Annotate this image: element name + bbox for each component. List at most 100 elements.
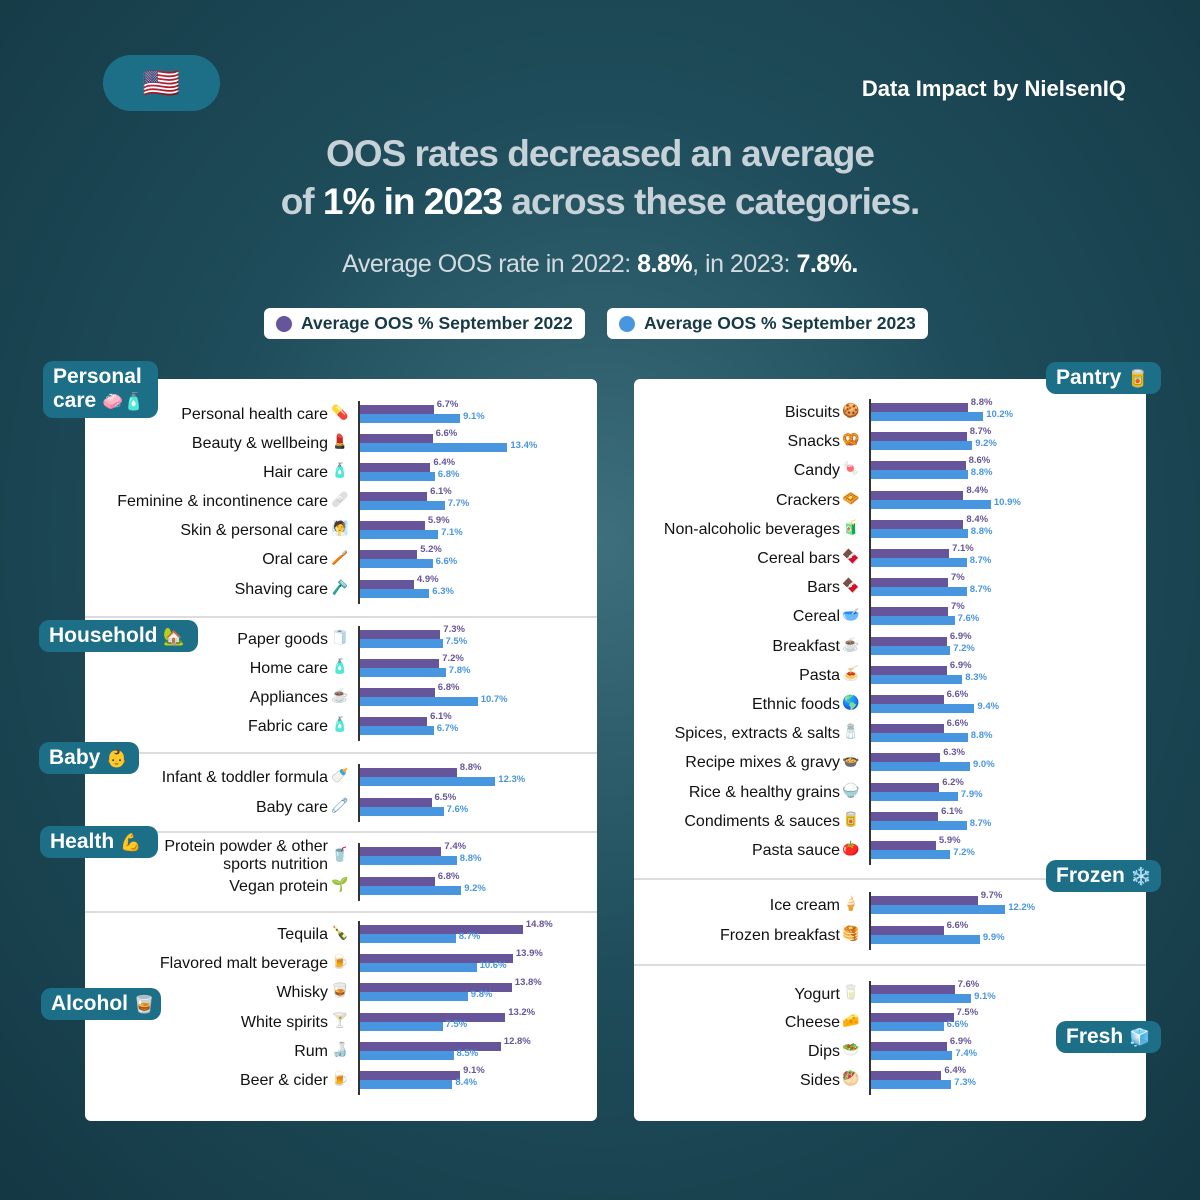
bar-2022-label: 9.7% — [980, 890, 1003, 901]
bar-2023 — [871, 905, 1006, 914]
bar-2023 — [871, 587, 967, 597]
title-line-2: of 1% in 2023 across these categories. — [0, 178, 1200, 226]
bar-2023 — [360, 668, 446, 677]
bar-2023 — [360, 777, 496, 786]
bar-2022 — [871, 549, 950, 558]
bar-2022-label: 13.9% — [515, 948, 543, 959]
category-label: Whisky — [276, 984, 328, 1001]
category-icon: 🧃 — [842, 518, 860, 535]
bar-2023-label: 6.8% — [437, 469, 460, 480]
section-tag-label: Baby — [49, 746, 107, 769]
section-tag-fresh: Fresh 🧊 — [1056, 1021, 1161, 1053]
bar-2022-label: 4.9% — [416, 574, 439, 585]
bar-2022 — [360, 521, 425, 530]
section-divider — [85, 616, 597, 618]
bar-2022-label: 12.8% — [503, 1036, 531, 1047]
axis-line — [358, 401, 360, 604]
bar-2023-label: 12.2% — [1008, 902, 1036, 913]
category-icon: 🍬 — [842, 460, 860, 477]
bar-2022 — [871, 985, 955, 994]
bar-2023-label: 8.4% — [455, 1077, 478, 1088]
bar-2022-label: 6.2% — [942, 776, 964, 788]
bar-row: Flavored malt beverage 🍺 13.9% 10.6% — [85, 949, 597, 979]
bar-2022 — [871, 403, 968, 412]
legend-label-2022: Average OOS % September 2022 — [301, 313, 573, 333]
bar-2023-label: 10.7% — [480, 694, 508, 705]
bar-2023-label: 7.1% — [441, 527, 463, 538]
bar-2022-label: 13.2% — [508, 1007, 536, 1018]
bar-2023-label: 8.7% — [969, 584, 992, 596]
axis-line — [869, 981, 871, 1095]
category-label: Fabric care — [247, 718, 328, 735]
axis-line — [358, 626, 360, 741]
bar-2022-label: 7% — [951, 572, 965, 584]
category-label: Infant & toddler formula — [161, 769, 328, 786]
category-label: Biscuits — [784, 404, 840, 421]
bar-2022 — [360, 580, 414, 589]
category-icon: 🍺 — [331, 1070, 349, 1086]
section-divider — [85, 831, 597, 833]
bar-row: Shaving care 🪒 4.9% 6.3% — [85, 575, 597, 605]
category-icon: ☕ — [331, 687, 349, 703]
bar-2023-label: 8.8% — [459, 853, 482, 864]
category-label: Cereal — [792, 608, 840, 626]
bar-2022-label: 6.6% — [946, 920, 969, 931]
axis-line — [358, 843, 360, 901]
bar-2022 — [871, 665, 947, 675]
bar-2022-label: 7.3% — [443, 624, 465, 635]
bar-row: Sides 🥙 6.4% 7.3% — [634, 1066, 1146, 1096]
bar-2022-label: 8.4% — [966, 484, 989, 496]
bar-2022 — [871, 432, 967, 442]
bar-2022 — [871, 753, 941, 763]
bar-2023-label: 9.9% — [982, 932, 1005, 943]
left-chart-panel: Personal health care 💊 6.7% 9.1% Beauty & we… — [85, 379, 597, 1121]
category-label: Frozen breakfast — [719, 927, 840, 944]
bar-2022-label: 9.1% — [463, 1065, 485, 1076]
bar-2023-label: 7.5% — [445, 1019, 468, 1030]
bar-2022 — [360, 1013, 506, 1022]
bar-2022-label: 6.9% — [949, 659, 972, 671]
category-label: Tequila — [277, 926, 328, 943]
bar-2022-label: 8.8% — [970, 397, 993, 408]
section-tag-icon: ❄️ — [1130, 867, 1152, 886]
bar-2023-label: 8.7% — [458, 931, 481, 942]
bar-row: Spices, extracts & salts 🧂 6.6% 8.8% — [634, 719, 1146, 749]
bar-2023 — [871, 441, 973, 451]
title-of: of — [280, 181, 323, 222]
bar-2022 — [871, 461, 966, 471]
bar-2022-label: 8.7% — [969, 426, 992, 438]
bar-row: Condiments & sauces 🥫 6.1% 8.7% — [634, 806, 1146, 837]
bar-2023 — [360, 963, 477, 972]
section-tag-icon: 🥃 — [133, 995, 156, 1014]
bar-2023-label: 7.4% — [955, 1048, 978, 1059]
bar-2022 — [360, 768, 457, 777]
bar-2023-label: 8.8% — [970, 467, 993, 479]
section-tag-label: Pantry — [1056, 366, 1128, 389]
bar-row: Candy 🍬 8.6% 8.8% — [634, 456, 1146, 486]
bar-row: Home care 🧴 7.2% 7.8% — [85, 654, 597, 684]
bar-row: Vegan protein 🌱 6.8% 9.2% — [85, 872, 597, 902]
category-icon: 🧖 — [331, 520, 349, 536]
category-icon: 🍼 — [331, 767, 349, 783]
bar-2022 — [360, 717, 428, 726]
bar-2023-label: 9.2% — [975, 438, 997, 450]
section-tag-health: Health 💪 — [40, 826, 158, 858]
bar-2022-label: 6.4% — [944, 1065, 967, 1076]
bar-row: Feminine & incontinence care 🩹 6.1% 7.7% — [85, 487, 597, 517]
title-rest: across these categories. — [502, 181, 920, 222]
bar-2022 — [871, 896, 978, 905]
category-icon: 💄 — [331, 433, 349, 449]
category-icon: 🍺 — [331, 953, 349, 969]
category-icon: 🍦 — [842, 895, 860, 911]
section-tag-label: Fresh — [1066, 1025, 1130, 1048]
category-label: Spices, extracts & salts — [674, 725, 840, 743]
category-label: Oral care — [262, 551, 328, 568]
bar-2023-label: 12.3% — [498, 774, 526, 785]
bar-2022 — [360, 925, 523, 934]
bar-2023-label: 8.7% — [969, 817, 992, 829]
right-chart-panel: Biscuits 🍪 8.8% 10.2% Snacks 🥨 8.7% 9.2% Candy 🍬 8… — [634, 379, 1146, 1121]
category-label: Paper goods — [237, 631, 328, 648]
axis-line — [358, 764, 360, 822]
bar-2023-label: 6.3% — [432, 586, 454, 597]
category-icon: 🧻 — [331, 629, 349, 645]
